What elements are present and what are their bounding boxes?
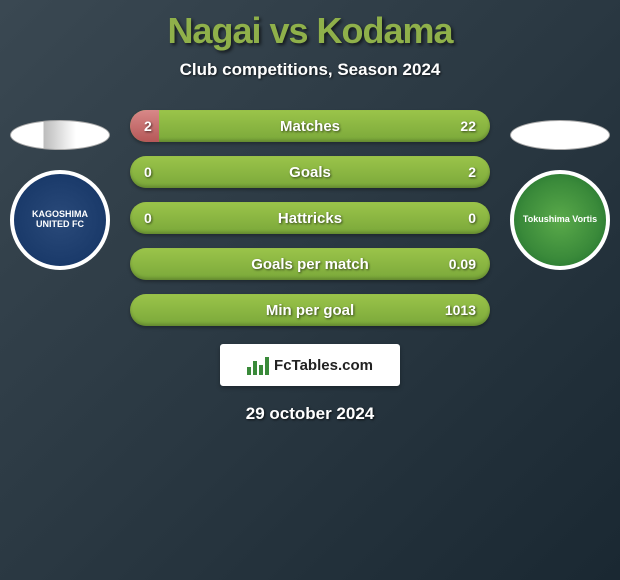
right-badge-column: Tokushima Vortis: [500, 110, 620, 270]
stat-label: Matches: [280, 118, 340, 135]
stat-bar: 0 Hattricks 0: [130, 202, 490, 234]
chart-icon: [247, 355, 269, 375]
stat-value-right: 1013: [445, 302, 476, 318]
left-club-badge: KAGOSHIMA UNITED FC: [10, 170, 110, 270]
content-row: KAGOSHIMA UNITED FC 2 Matches 22 0 Goals 2 0 Ha…: [0, 110, 620, 326]
left-flag-icon: [10, 120, 110, 150]
stats-bars: 2 Matches 22 0 Goals 2 0 Hattricks 0 Goals per ma…: [120, 110, 500, 326]
right-club-name: Tokushima Vortis: [523, 215, 597, 225]
stat-label: Min per goal: [266, 302, 354, 319]
left-club-name: KAGOSHIMA UNITED FC: [22, 210, 98, 230]
stat-value-right: 0: [468, 210, 476, 226]
stat-label: Hattricks: [278, 210, 342, 227]
stat-bar: 0 Goals 2: [130, 156, 490, 188]
page-title: Nagai vs Kodama: [167, 10, 452, 52]
footer-brand-badge[interactable]: FcTables.com: [220, 344, 400, 386]
stat-value-left: 0: [144, 164, 152, 180]
stat-label: Goals: [289, 164, 331, 181]
date-label: 29 october 2024: [246, 404, 375, 424]
stat-label: Goals per match: [251, 256, 369, 273]
stat-value-left: 0: [144, 210, 152, 226]
stat-bar: Goals per match 0.09: [130, 248, 490, 280]
stat-value-right: 22: [460, 118, 476, 134]
comparison-card: Nagai vs Kodama Club competitions, Seaso…: [0, 0, 620, 434]
stat-value-right: 2: [468, 164, 476, 180]
stat-bar: 2 Matches 22: [130, 110, 490, 142]
page-subtitle: Club competitions, Season 2024: [180, 60, 441, 80]
right-club-badge: Tokushima Vortis: [510, 170, 610, 270]
left-badge-column: KAGOSHIMA UNITED FC: [0, 110, 120, 270]
stat-bar: Min per goal 1013: [130, 294, 490, 326]
stat-value-left: 2: [144, 118, 152, 134]
right-flag-icon: [510, 120, 610, 150]
stat-value-right: 0.09: [449, 256, 476, 272]
footer-brand-text: FcTables.com: [274, 357, 373, 374]
